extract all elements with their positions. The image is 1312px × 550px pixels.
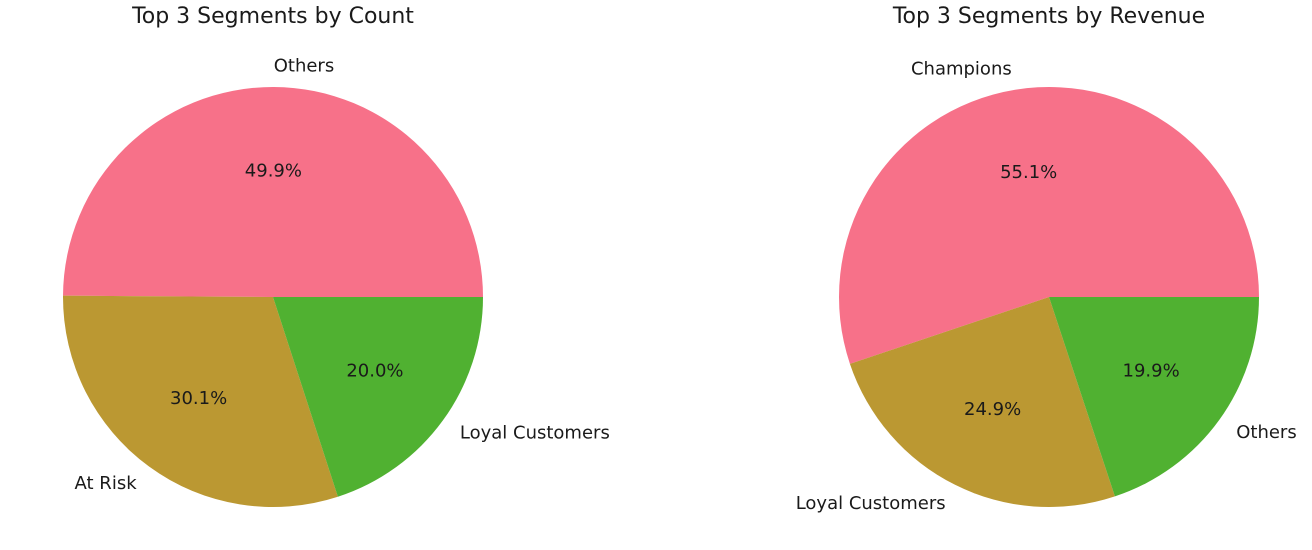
chart-title-count: Top 3 Segments by Count bbox=[131, 4, 414, 29]
pie-chart-revenue: Top 3 Segments by Revenue 55.1% Champions… bbox=[796, 4, 1297, 514]
pie-slice-revenue-1 bbox=[839, 87, 1259, 364]
pie-labels-count: 49.9% Others 30.1% At Risk 20.0% Loyal Custom… bbox=[75, 56, 610, 494]
pie-category-label-revenue-2: Loyal Customers bbox=[796, 493, 946, 514]
pie-category-label-revenue-1: Champions bbox=[911, 59, 1012, 80]
pie-slice-revenue-2 bbox=[849, 297, 1115, 508]
pie-labels-revenue: 55.1% Champions 24.9% Loyal Customers 19.9% O… bbox=[796, 59, 1297, 515]
pie-slice-revenue-3 bbox=[1049, 297, 1259, 497]
pie-slices-revenue bbox=[839, 87, 1259, 508]
pie-chart-count: Top 3 Segments by Count 49.9% Others 30.1%… bbox=[63, 4, 610, 507]
pie-category-label-count-3: Loyal Customers bbox=[460, 422, 610, 443]
pie-percent-label-count-1: 49.9% bbox=[245, 161, 302, 182]
pie-percent-label-revenue-2: 24.9% bbox=[964, 399, 1021, 420]
chart-title-revenue: Top 3 Segments by Revenue bbox=[892, 4, 1205, 29]
pie-category-label-count-2: At Risk bbox=[75, 473, 138, 494]
pie-category-label-count-1: Others bbox=[274, 56, 335, 77]
pie-slice-count-3 bbox=[273, 297, 484, 497]
pie-percent-label-count-2: 30.1% bbox=[170, 388, 227, 409]
pie-percent-label-revenue-3: 19.9% bbox=[1123, 360, 1180, 381]
pie-percent-label-revenue-1: 55.1% bbox=[1000, 162, 1057, 183]
pie-percent-label-count-3: 20.0% bbox=[346, 361, 403, 382]
pie-slices-count bbox=[63, 86, 484, 507]
pie-slice-count-1 bbox=[63, 86, 483, 297]
pie-category-label-revenue-3: Others bbox=[1236, 422, 1297, 443]
pie-slice-count-2 bbox=[63, 295, 338, 507]
